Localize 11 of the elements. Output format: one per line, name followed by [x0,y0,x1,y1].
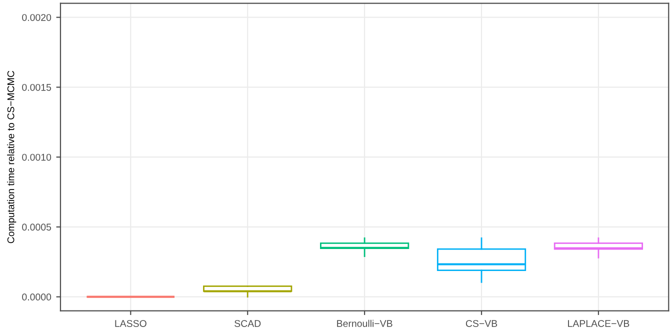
y-tick-label: 0.0000 [22,294,52,300]
x-tick-label: LAPLACE−VB [568,320,630,327]
x-tick-label: CS−VB [466,320,498,327]
y-tick-label: 0.0010 [22,154,52,161]
x-tick-label: LASSO [115,320,146,327]
y-tick-label: 0.0005 [22,224,52,231]
x-tick-label: SCAD [234,320,261,327]
y-axis-title: Computation time relative to CS−MCMC [7,70,16,244]
x-tick-label: Bernoulli−VB [337,320,392,327]
y-tick-label: 0.0015 [22,84,52,91]
y-tick-label: 0.0020 [22,14,52,21]
